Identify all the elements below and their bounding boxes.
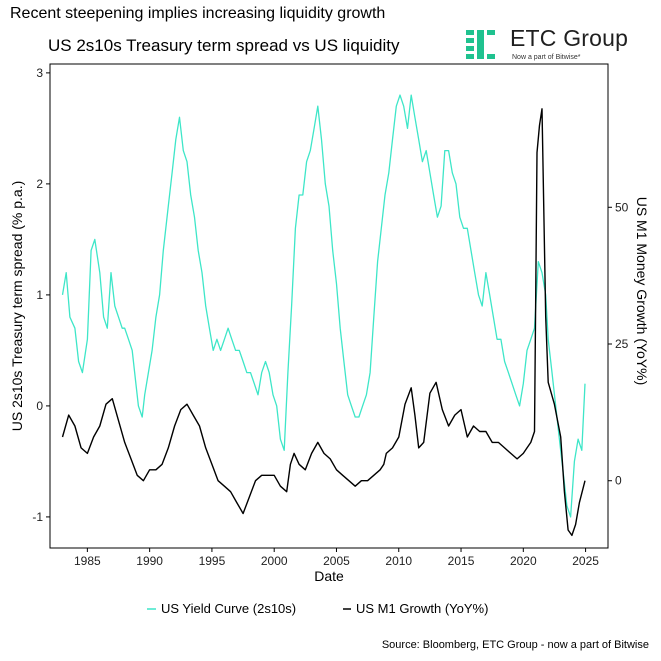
x-tick-label: 2020 <box>510 554 537 568</box>
y2-tick-label: 25 <box>615 337 629 351</box>
legend-label-yield-curve: US Yield Curve (2s10s) <box>161 601 296 616</box>
y2-tick-label: 50 <box>615 200 629 214</box>
x-tick-label: 2015 <box>448 554 475 568</box>
etc-group-logo: ETC Group Now a part of Bitwise* <box>466 25 656 64</box>
series-layer <box>61 94 586 537</box>
y-tick-label: 0 <box>36 399 43 413</box>
legend-label-m1-growth: US M1 Growth (YoY%) <box>356 601 488 616</box>
header-title: Recent steepening implies increasing liq… <box>10 5 386 22</box>
y-axis-title: US 2s10s Treasury term spread (% p.a.) <box>9 181 25 432</box>
x-tick-label: 2025 <box>572 554 599 568</box>
x-tick-label: 2010 <box>385 554 412 568</box>
x-tick-label: 1985 <box>74 554 101 568</box>
series-yield-curve-line <box>61 94 586 518</box>
x-tick-label: 2000 <box>261 554 288 568</box>
legend: US Yield Curve (2s10s) US M1 Growth (YoY%… <box>147 601 488 616</box>
plot-frame <box>49 63 609 549</box>
x-tick-label: 2005 <box>323 554 350 568</box>
y-tick-label: 1 <box>36 288 43 302</box>
y2-axis-title: US M1 Money Growth (YoY%) <box>634 197 650 386</box>
y2-tick-label: 0 <box>615 474 622 488</box>
y-tick-label: -1 <box>32 510 43 524</box>
axes-layer: 1985 1990 1995 2000 2005 2010 2015 2020 2025-101… <box>32 63 629 568</box>
x-tick-label: 1995 <box>199 554 226 568</box>
x-axis-title: Date <box>314 568 344 584</box>
x-tick-label: 1990 <box>136 554 163 568</box>
chart-title: US 2s10s Treasury term spread vs US liqu… <box>48 36 400 55</box>
logo-tagline: Now a part of Bitwise* <box>512 54 581 61</box>
y-tick-label: 2 <box>36 177 43 191</box>
y-tick-label: 3 <box>36 66 43 80</box>
etc-logo-icon <box>466 30 495 59</box>
series-m1-growth-line <box>61 108 586 537</box>
source-note: Source: Bloomberg, ETC Group - now a par… <box>381 639 649 651</box>
logo-name: ETC Group <box>510 25 629 51</box>
